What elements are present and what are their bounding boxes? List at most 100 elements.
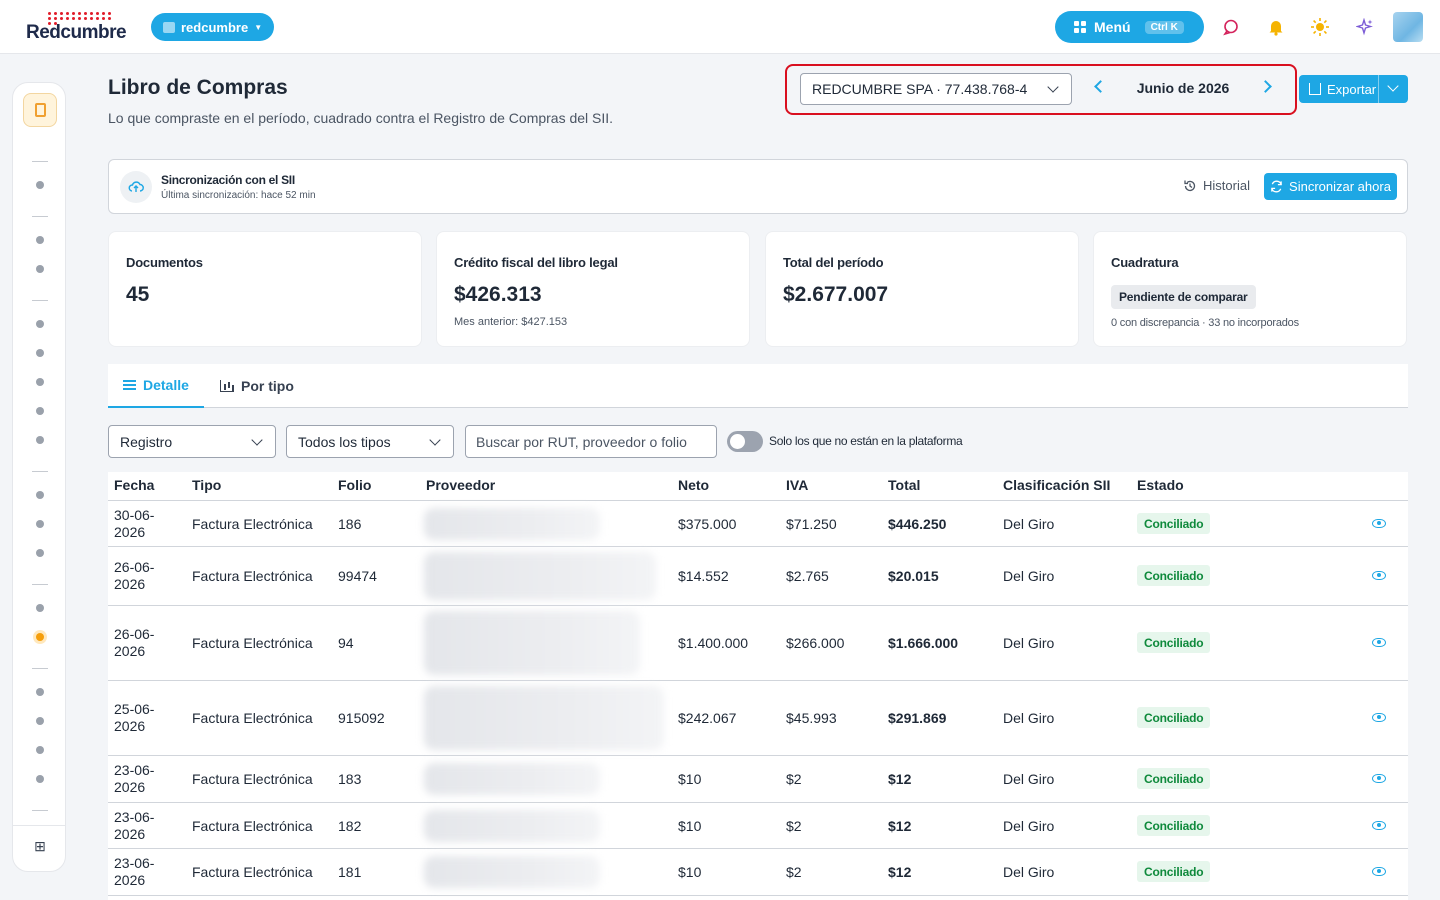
table-row[interactable]: 23-06- 2026 Factura Electrónica 183 $10 $… — [108, 756, 1408, 803]
status-badge: Conciliado — [1137, 565, 1211, 586]
sidebar-item-active-indicator[interactable] — [36, 633, 44, 641]
toggle-knob — [730, 434, 745, 449]
provider-redacted — [424, 611, 640, 675]
view-eye-icon[interactable] — [1372, 519, 1386, 528]
table-row[interactable]: 30-06- 2026 Factura Electrónica 186 $375.… — [108, 501, 1408, 547]
row-iva: $45.993 — [786, 710, 837, 726]
row-total: $12 — [888, 864, 912, 880]
sidebar-item[interactable] — [36, 265, 44, 273]
sidebar-item[interactable] — [36, 236, 44, 244]
column-header[interactable]: IVA — [786, 477, 809, 493]
column-header[interactable]: Total — [888, 477, 921, 493]
logo[interactable]: Redcumbre — [26, 12, 136, 44]
sidebar-item[interactable] — [36, 549, 44, 557]
column-header[interactable]: Fecha — [114, 477, 155, 493]
sii-sync-panel: Sincronización con el SII Última sincron… — [108, 159, 1408, 214]
sparkle-icon[interactable] — [1354, 16, 1376, 38]
view-eye-icon[interactable] — [1372, 713, 1386, 722]
sidebar-item[interactable] — [36, 378, 44, 386]
column-header[interactable]: Estado — [1137, 477, 1184, 493]
row-net: $10 — [678, 864, 702, 880]
row-date: 26-06- 2026 — [114, 626, 155, 659]
column-header[interactable]: Folio — [338, 477, 372, 493]
not-in-platform-toggle[interactable] — [727, 431, 763, 452]
sidebar-item[interactable] — [36, 320, 44, 328]
cloud-sync-icon — [120, 171, 152, 203]
sidebar-item[interactable] — [36, 775, 44, 783]
history-button[interactable]: Historial — [1183, 178, 1250, 193]
purchases-table: Fecha Tipo Folio Proveedor Neto IVA Tota… — [108, 472, 1408, 900]
view-tabs: Detalle Por tipo — [108, 364, 1408, 408]
sidebar-item[interactable] — [36, 520, 44, 528]
kpi-value: $2.677.007 — [783, 283, 889, 306]
sidebar-item[interactable] — [36, 407, 44, 415]
sidebar-item[interactable] — [36, 349, 44, 357]
export-options-chevron-icon[interactable] — [1387, 80, 1399, 92]
export-button[interactable]: Exportar — [1299, 75, 1408, 103]
logo-text: Redcumbre — [26, 22, 127, 43]
avatar[interactable] — [1393, 12, 1423, 42]
sidebar-item[interactable] — [36, 604, 44, 612]
sidebar-item[interactable] — [36, 717, 44, 725]
row-classification: Del Giro — [1003, 864, 1055, 880]
sidebar-item[interactable] — [36, 181, 44, 189]
tab-detalle[interactable]: Detalle — [108, 364, 204, 408]
row-date: 25-06- 2026 — [114, 701, 155, 734]
sun-icon[interactable] — [1309, 16, 1331, 38]
document-icon — [34, 103, 46, 117]
rail-divider — [32, 668, 48, 669]
caret-down-icon: ▼ — [254, 22, 263, 32]
document-type-select[interactable]: Todos los tipos — [286, 425, 454, 458]
table-row[interactable]: 23-06- 2026 Factura Electrónica 182 $10 $… — [108, 803, 1408, 849]
status-badge: Conciliado — [1137, 768, 1211, 789]
row-iva: $2 — [786, 818, 802, 834]
sidebar-item[interactable] — [36, 688, 44, 696]
source-select[interactable]: Registro — [108, 425, 276, 458]
view-eye-icon[interactable] — [1372, 571, 1386, 580]
column-header[interactable]: Clasificación SII — [1003, 477, 1111, 493]
table-header: Fecha Tipo Folio Proveedor Neto IVA Tota… — [108, 472, 1408, 501]
rail-divider — [32, 584, 48, 585]
kpi-card-period-total: Total del período $2.677.007 — [765, 231, 1079, 347]
chat-icon[interactable] — [1220, 16, 1242, 38]
view-eye-icon[interactable] — [1372, 638, 1386, 647]
column-header[interactable]: Proveedor — [426, 477, 496, 493]
sidebar-item[interactable] — [36, 491, 44, 499]
view-eye-icon[interactable] — [1372, 867, 1386, 876]
rail-divider — [32, 161, 48, 162]
company-select[interactable]: REDCUMBRE SPA · 77.438.768-4 — [800, 73, 1072, 105]
view-eye-icon[interactable] — [1372, 774, 1386, 783]
sync-now-button[interactable]: Sincronizar ahora — [1264, 173, 1397, 200]
menu-shortcut: Ctrl K — [1144, 20, 1184, 34]
row-folio: 915092 — [338, 710, 385, 726]
sidebar-item[interactable] — [36, 746, 44, 754]
tab-por-tipo[interactable]: Por tipo — [220, 364, 294, 408]
company-value: REDCUMBRE SPA · 77.438.768-4 — [812, 81, 1028, 97]
bell-icon[interactable] — [1265, 16, 1287, 38]
period-label: Junio de 2026 — [1136, 80, 1230, 96]
sidebar-item[interactable] — [36, 436, 44, 444]
column-header[interactable]: Neto — [678, 477, 710, 493]
page-subtitle: Lo que compraste en el período, cuadrado… — [108, 110, 614, 126]
search-input[interactable] — [465, 425, 717, 458]
sync-title: Sincronización con el SII — [161, 173, 295, 187]
grid-icon — [1074, 21, 1086, 33]
apps-grid-icon[interactable]: ⊞ — [34, 838, 46, 854]
row-total: $446.250 — [888, 516, 947, 532]
table-row[interactable]: 26-06- 2026 Factura Electrónica 99474 $14… — [108, 547, 1408, 606]
row-folio: 94 — [338, 635, 354, 651]
highlight-box — [785, 64, 1297, 115]
table-row[interactable]: 23-06- 2026 Factura Electrónica 181 $10 $… — [108, 849, 1408, 896]
menu-button[interactable]: Menú Ctrl K — [1055, 11, 1204, 43]
column-header[interactable]: Tipo — [192, 477, 222, 493]
row-classification: Del Giro — [1003, 771, 1055, 787]
row-total: $1.666.000 — [888, 635, 959, 651]
table-row[interactable]: 26-06- 2026 Factura Electrónica 94 $1.400… — [108, 606, 1408, 681]
sidebar-item-libro-compras[interactable] — [23, 93, 57, 127]
source-value: Registro — [120, 433, 173, 450]
org-switcher[interactable]: redcumbre ▼ — [151, 13, 275, 41]
view-eye-icon[interactable] — [1372, 821, 1386, 830]
row-net: $1.400.000 — [678, 635, 749, 651]
table-row[interactable]: 25-06- 2026 Factura Electrónica 915092 $2… — [108, 681, 1408, 756]
sync-last-time: Última sincronización: hace 52 min — [161, 190, 316, 201]
